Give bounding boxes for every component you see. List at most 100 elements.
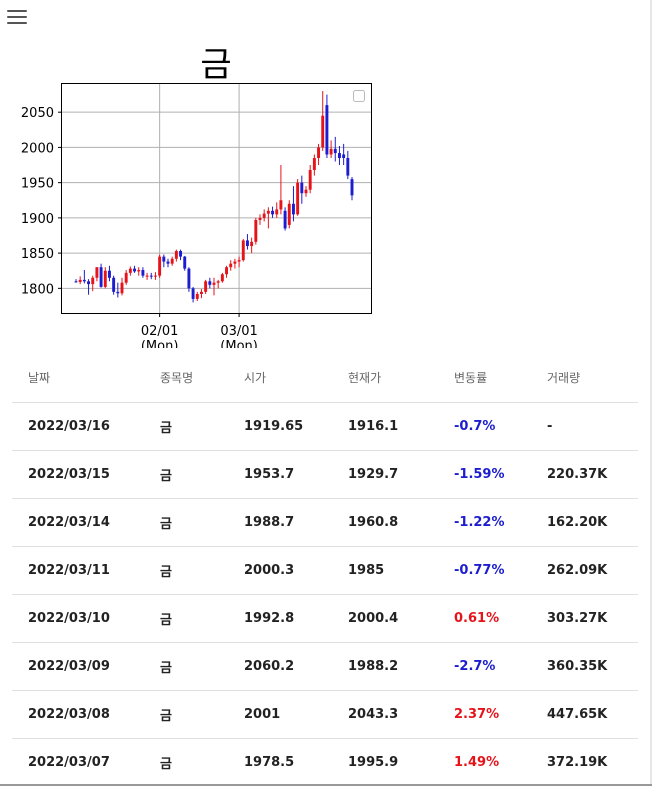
candle <box>333 136 337 162</box>
candle <box>275 202 279 218</box>
candle-body <box>191 288 195 299</box>
cell-date: 2022/03/09 <box>12 642 144 691</box>
candle <box>296 179 300 216</box>
candle-body <box>266 210 270 214</box>
y-tick-label: 2000 <box>21 141 54 156</box>
candle <box>195 291 199 302</box>
candle <box>199 289 203 299</box>
cell-current: 1916.1 <box>332 402 438 451</box>
header-current: 현재가 <box>332 354 438 403</box>
candle <box>183 255 187 271</box>
hamburger-menu-icon[interactable] <box>7 10 27 24</box>
candle <box>325 94 329 158</box>
cell-volume: 360.35K <box>531 642 638 691</box>
cell-open: 2060.2 <box>228 642 332 691</box>
candle <box>137 267 141 276</box>
legend-box <box>353 90 365 102</box>
candle <box>170 256 174 266</box>
cell-date: 2022/03/07 <box>12 738 144 786</box>
table-row[interactable]: 2022/03/11 금 2000.3 1985 -0.77% 262.09K <box>12 546 638 595</box>
cell-change: -2.7% <box>438 642 531 691</box>
cell-current: 1985 <box>332 546 438 595</box>
candle <box>283 207 287 231</box>
candle-body <box>254 219 258 242</box>
candle-body <box>137 270 141 272</box>
candle-body <box>229 263 233 268</box>
candle-body <box>283 210 287 229</box>
candle-body <box>124 272 128 283</box>
candle <box>149 272 153 280</box>
candle-body <box>120 282 124 294</box>
x-tick-label: 02/01 <box>141 324 178 339</box>
candle <box>350 177 354 201</box>
candle-body <box>174 250 178 259</box>
header-change: 변동률 <box>438 354 531 403</box>
cell-open: 1988.7 <box>228 498 332 547</box>
candle <box>308 165 312 194</box>
candle-body <box>237 260 241 262</box>
cell-current: 2000.4 <box>332 594 438 643</box>
candle-body <box>321 115 325 148</box>
cell-current: 1929.7 <box>332 450 438 499</box>
chart-candles <box>74 91 354 303</box>
table-row[interactable]: 2022/03/16 금 1919.65 1916.1 -0.7% - <box>12 402 638 451</box>
candle <box>91 275 95 292</box>
candle-body <box>162 256 166 262</box>
candle <box>128 266 132 276</box>
candle <box>179 249 183 261</box>
candle <box>291 186 295 222</box>
candle <box>346 150 350 180</box>
candle-body <box>308 169 312 190</box>
candle <box>279 165 283 215</box>
table-row[interactable]: 2022/03/07 금 1978.5 1995.9 1.49% 372.19K <box>12 738 638 786</box>
cell-open: 1992.8 <box>228 594 332 643</box>
cell-name: 금 <box>144 690 228 739</box>
candle <box>204 279 208 294</box>
plot-frame <box>61 83 372 314</box>
candle-body <box>317 147 321 158</box>
y-tick-label: 1800 <box>21 282 54 297</box>
table-row[interactable]: 2022/03/08 금 2001 2043.3 2.37% 447.65K <box>12 690 638 739</box>
candle <box>174 249 178 262</box>
cell-volume: 162.20K <box>531 498 638 547</box>
header-name: 종목명 <box>144 354 228 403</box>
chart-title: 금 <box>200 45 231 85</box>
candle-body <box>329 148 333 155</box>
chart-grid <box>62 84 371 313</box>
cell-name: 금 <box>144 546 228 595</box>
candle <box>191 286 195 303</box>
table-row[interactable]: 2022/03/09 금 2060.2 1988.2 -2.7% 360.35K <box>12 642 638 691</box>
cell-date: 2022/03/14 <box>12 498 144 547</box>
table-row[interactable]: 2022/03/15 금 1953.7 1929.7 -1.59% 220.37K <box>12 450 638 499</box>
cell-change: -1.22% <box>438 498 531 547</box>
y-tick-label: 1900 <box>21 212 54 227</box>
cell-change: -0.7% <box>438 402 531 451</box>
candle-body <box>216 281 220 283</box>
cell-volume: 220.37K <box>531 450 638 499</box>
candle-body <box>149 275 153 277</box>
candlestick-chart: 금 1800 1850 1900 1950 2000 2050 02/01 (Mon) 03/… <box>0 40 400 348</box>
candle <box>254 217 258 245</box>
cell-name: 금 <box>144 402 228 451</box>
candle-body <box>271 210 275 215</box>
candle-body <box>116 291 120 294</box>
candle <box>162 254 166 268</box>
candle-body <box>166 261 170 264</box>
candle <box>107 265 111 282</box>
header-date: 날짜 <box>12 354 144 403</box>
cell-volume: 262.09K <box>531 546 638 595</box>
table-row[interactable]: 2022/03/10 금 1992.8 2000.4 0.61% 303.27K <box>12 594 638 643</box>
candle <box>245 234 249 250</box>
candle-body <box>74 281 78 283</box>
candle-body <box>128 268 132 273</box>
cell-change: 0.61% <box>438 594 531 643</box>
candle <box>74 279 78 283</box>
candle <box>216 279 220 289</box>
candle <box>250 237 254 254</box>
table-row[interactable]: 2022/03/14 금 1988.7 1960.8 -1.22% 162.20K <box>12 498 638 547</box>
cell-open: 1953.7 <box>228 450 332 499</box>
candle-body <box>291 203 295 215</box>
candle <box>312 154 316 176</box>
cell-current: 1995.9 <box>332 738 438 786</box>
cell-current: 2043.3 <box>332 690 438 739</box>
